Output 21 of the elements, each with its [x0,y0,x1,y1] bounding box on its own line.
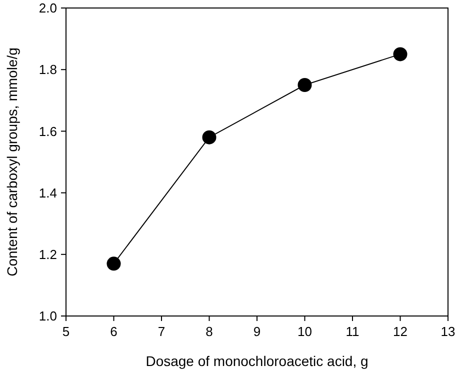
point [106,256,121,271]
x-tick-label: 11 [346,324,360,339]
x-tick-label: 7 [158,324,166,339]
x-tick-label: 13 [440,324,456,339]
y-tick-label: 1.4 [38,185,57,200]
x-tick-label: 8 [206,324,213,339]
x-tick-label: 12 [393,324,408,339]
x-tick-label: 9 [253,324,261,339]
y-tick-label: 1.6 [38,124,57,139]
y-tick-label: 1.2 [38,246,57,262]
x-tick-label: 6 [110,324,118,339]
y-tick-label: 1.0 [38,308,57,324]
y-axis-title: Content of carboxyl groups, mmole/g [4,48,20,276]
y-tick-label: 1.8 [38,62,57,78]
point [393,47,408,62]
x-tick-label: 10 [298,324,312,339]
y-tick-label: 2.0 [38,0,57,16]
point [298,78,312,92]
x-tick-label: 5 [62,324,70,339]
point [202,130,216,144]
x-axis-title: Dosage of monochloroacetic acid, g [146,353,368,369]
